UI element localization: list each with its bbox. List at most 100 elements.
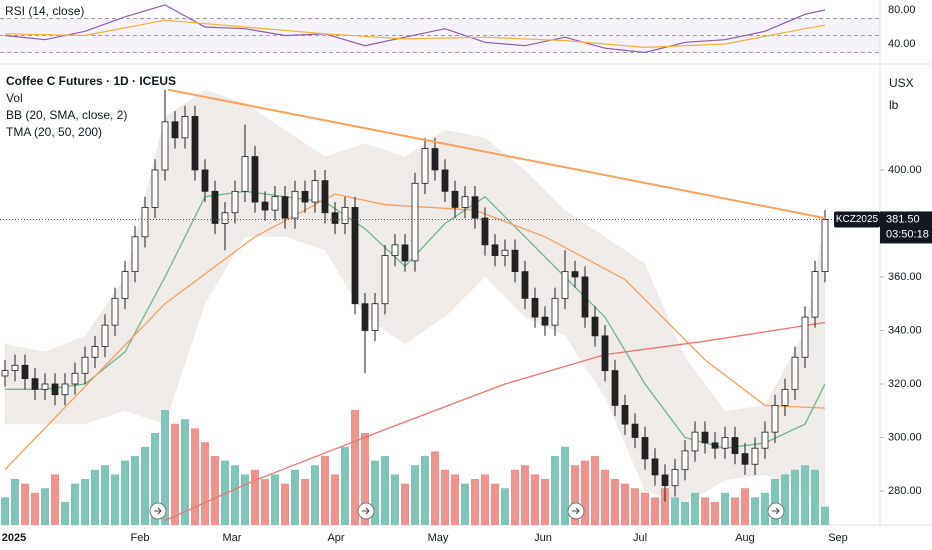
candle-body <box>441 169 449 192</box>
volume-bar <box>531 474 539 525</box>
symbol-label: KCZ2025 <box>836 214 879 225</box>
volume-bar <box>101 465 109 525</box>
candle-body <box>681 450 689 471</box>
candle-body <box>141 207 149 238</box>
candle-body <box>321 180 329 214</box>
candle-body <box>481 217 489 246</box>
volume-bar <box>171 423 179 525</box>
candle-body <box>261 201 269 211</box>
event-icons <box>149 502 785 520</box>
candle-body <box>241 156 249 192</box>
candle-body <box>31 378 39 390</box>
candle-body <box>211 190 219 224</box>
candle-body <box>251 156 259 203</box>
volume-bar <box>431 451 439 525</box>
volume-bar <box>391 474 399 525</box>
candle-body <box>501 249 509 256</box>
volume-bar <box>721 492 729 525</box>
volume-bar <box>581 460 589 525</box>
candle-body <box>151 169 159 208</box>
y-tick-label: 320.00 <box>888 378 922 390</box>
volume-bar <box>301 479 309 525</box>
candle-body <box>721 437 729 449</box>
volume-bar <box>551 456 559 525</box>
x-tick-label: Jul <box>633 532 647 544</box>
trendline <box>167 88 826 220</box>
candle-body <box>671 469 679 487</box>
candle-body <box>641 437 649 460</box>
candle-body <box>281 196 289 219</box>
candle-body <box>81 356 89 374</box>
chart-title: Coffee C Futures · 1D · ICEUS <box>6 74 176 88</box>
candle-body <box>771 404 779 433</box>
candle-body <box>471 196 479 219</box>
volume-bar <box>361 433 369 525</box>
candle-body <box>741 453 749 465</box>
volume-bar <box>741 488 749 525</box>
candle-body <box>21 364 29 380</box>
volume-bar <box>111 474 119 525</box>
volume-bar <box>791 469 799 525</box>
volume-bar <box>781 474 789 525</box>
candle-body <box>171 121 179 139</box>
volume-bar <box>181 419 189 525</box>
volume-bar <box>51 474 59 525</box>
volume-bar <box>561 446 569 525</box>
y-tick-label: 360.00 <box>888 271 922 283</box>
x-tick-label: Feb <box>131 532 150 544</box>
volume-bar <box>411 465 419 525</box>
volume-bar <box>651 497 659 525</box>
unit-label[interactable]: USX <box>889 76 914 90</box>
candle-body <box>101 324 109 347</box>
candle-body <box>571 271 579 278</box>
volume-bar <box>151 433 159 525</box>
countdown-label: 03:50:18 <box>886 228 929 240</box>
last-price-label: 381.50 <box>886 213 920 225</box>
candle-body <box>201 169 209 192</box>
volume-bar <box>641 492 649 525</box>
x-tick-label: Sep <box>828 532 848 544</box>
candle-body <box>591 316 599 337</box>
volume-bar <box>321 456 329 525</box>
volume-bar <box>731 497 739 525</box>
candle-body <box>411 182 419 262</box>
legend-item: Vol <box>6 91 23 105</box>
rsi-title: RSI (14, close) <box>5 4 84 18</box>
candle-body <box>811 271 819 318</box>
unit-label[interactable]: lb <box>889 98 899 112</box>
volume-bar <box>341 446 349 525</box>
volume-bar <box>701 497 709 525</box>
volume-bar <box>41 488 49 525</box>
candle-body <box>71 372 79 385</box>
rsi-band <box>0 18 880 53</box>
event-icon[interactable] <box>767 502 785 520</box>
x-tick-label: Apr <box>327 532 344 544</box>
bollinger-band <box>5 89 825 518</box>
event-icon[interactable] <box>357 502 375 520</box>
event-icon[interactable] <box>567 502 585 520</box>
candle-body <box>91 346 99 358</box>
volume-bar <box>571 465 579 525</box>
volume-bar <box>421 456 429 525</box>
volume-bar <box>81 479 89 525</box>
volume-bar <box>11 479 19 525</box>
volume-bar <box>291 469 299 525</box>
volume-bar <box>771 479 779 525</box>
candle-body <box>331 212 339 224</box>
volume-bar <box>591 456 599 525</box>
candle-body <box>291 190 299 219</box>
x-tick-label: Jun <box>534 532 552 544</box>
x-tick-label: Mar <box>223 532 242 544</box>
volume-bar <box>131 456 139 525</box>
volume-bar <box>801 465 809 525</box>
candle-body <box>451 190 459 208</box>
candle-body <box>341 207 349 224</box>
volume-bar <box>501 488 509 525</box>
candle-body <box>801 316 809 358</box>
candle-body <box>731 437 739 454</box>
price-badge <box>880 211 932 244</box>
candle-body <box>1 370 9 377</box>
candle-body <box>191 116 199 171</box>
event-icon[interactable] <box>149 502 167 520</box>
candle-body <box>351 207 359 305</box>
